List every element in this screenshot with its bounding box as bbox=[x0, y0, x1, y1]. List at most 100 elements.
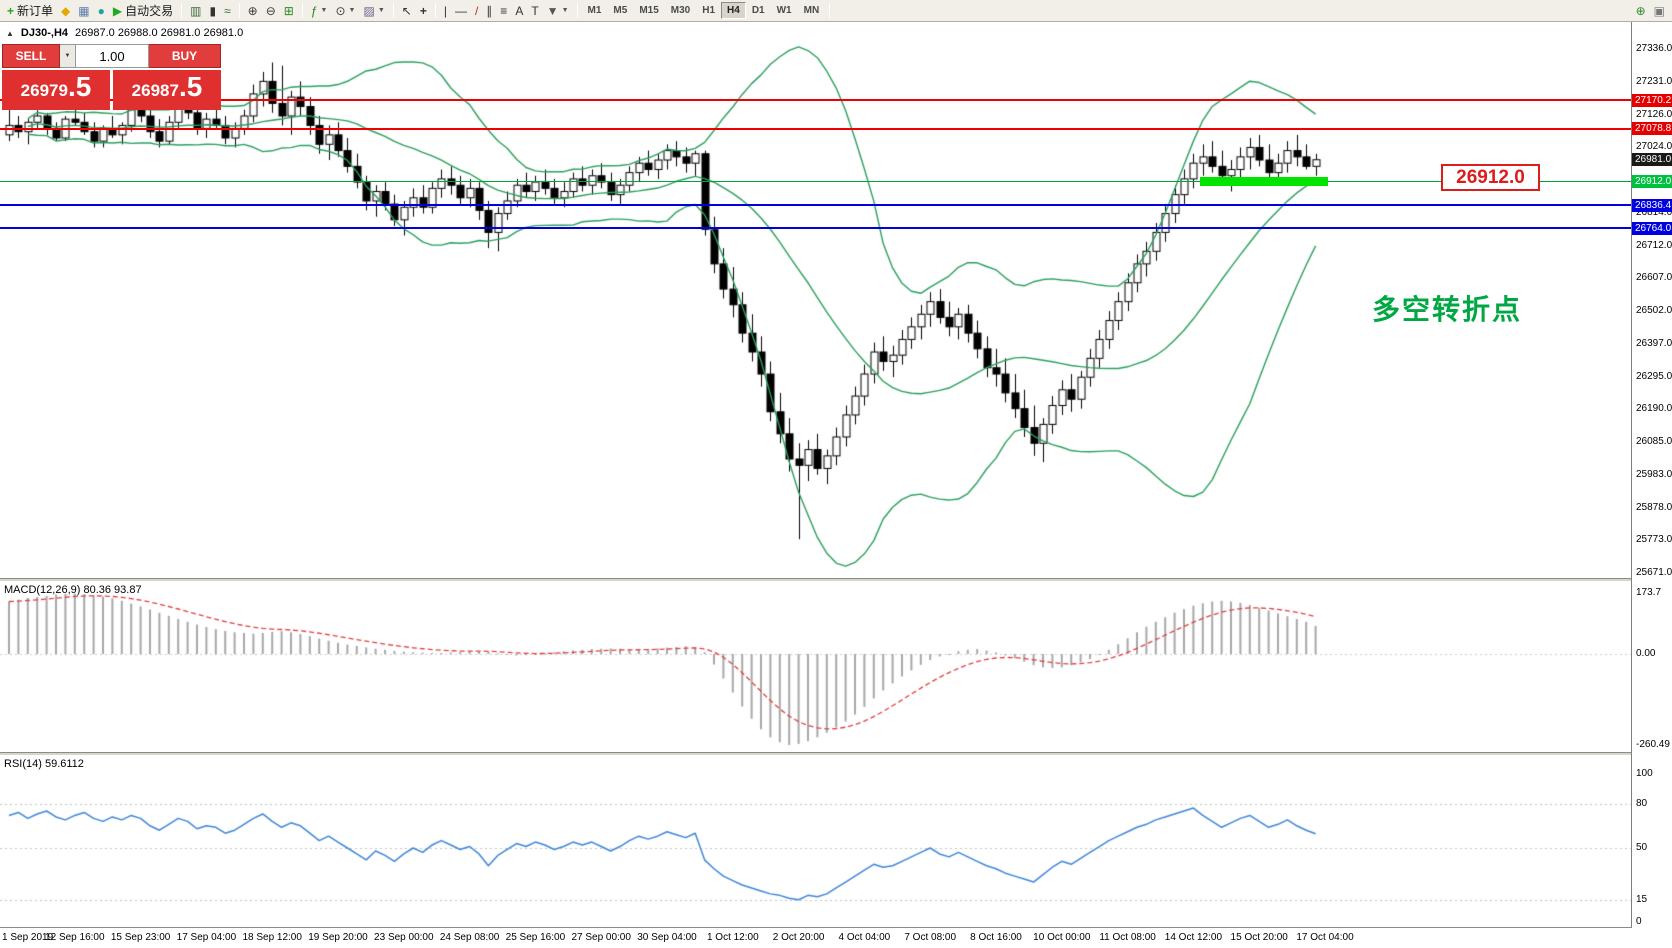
zoom-in-button[interactable]: ⊕ bbox=[244, 1, 262, 20]
toolbar-group-cursor: ↖ + bbox=[398, 0, 431, 21]
shapes-button-dropdown-icon[interactable]: ▼ bbox=[561, 7, 569, 14]
toolbar-separator bbox=[238, 3, 240, 18]
level-highlight-bar[interactable] bbox=[1200, 176, 1328, 186]
time-label: 25 Sep 16:00 bbox=[505, 932, 566, 943]
price-tick: 27231.0 bbox=[1636, 75, 1672, 87]
chart-window-button[interactable]: ▦ bbox=[74, 1, 93, 20]
periods-button-dropdown-icon[interactable]: ▼ bbox=[348, 7, 356, 14]
toolbar-separator bbox=[434, 3, 436, 18]
time-label: 12 Sep 16:00 bbox=[45, 932, 105, 943]
price-tick: 26814.0 bbox=[1636, 206, 1672, 218]
price-tick: 27126.0 bbox=[1636, 108, 1672, 120]
time-label: 17 Oct 04:00 bbox=[1296, 932, 1354, 943]
zoom-out-button[interactable]: ⊖ bbox=[262, 1, 280, 20]
price-tick: 26607.0 bbox=[1636, 272, 1672, 284]
connection-icon: ● bbox=[97, 3, 105, 18]
rsi-scale-tick: 80 bbox=[1636, 797, 1648, 809]
timeframe-m1[interactable]: M1 bbox=[582, 2, 608, 19]
time-label: 4 Oct 04:00 bbox=[838, 932, 891, 943]
new-order-button[interactable]: + 新订单 bbox=[3, 1, 57, 20]
price-tag: 27170.2 bbox=[1632, 93, 1672, 107]
vertical-line-button[interactable]: | bbox=[440, 1, 451, 20]
buy-price-box[interactable]: 26987.5 bbox=[113, 70, 221, 110]
zoom-plus-right-icon: ⊕ bbox=[1635, 3, 1646, 18]
turning-point-annotation[interactable]: 多空转折点 bbox=[1372, 294, 1523, 325]
candlestick-icon: ▮ bbox=[209, 3, 217, 18]
indicators-button[interactable]: ƒ ▼ bbox=[307, 1, 332, 20]
line-chart-button[interactable]: ≈ bbox=[220, 1, 235, 20]
periods-button[interactable]: ⊙ ▼ bbox=[331, 1, 359, 20]
time-axis[interactable]: 1 Sep 2019 12 Sep 16:00 15 Sep 23:00 17 Sep… bbox=[0, 928, 1672, 948]
price-tick: 26085.0 bbox=[1636, 436, 1672, 447]
price-tick: 26190.0 bbox=[1636, 403, 1672, 415]
autotrading-button[interactable]: ▶ 自动交易 bbox=[109, 1, 177, 20]
zoom-plus-right-button[interactable]: ⊕ bbox=[1632, 1, 1650, 20]
macd-canvas[interactable] bbox=[0, 581, 1631, 752]
horizontal-line-icon: — bbox=[454, 3, 467, 18]
one-click-collapse-icon[interactable]: ▲ bbox=[6, 28, 14, 38]
tile-windows-button[interactable]: ⊞ bbox=[280, 1, 298, 20]
price-level-label[interactable]: 26912.0 bbox=[1441, 164, 1540, 192]
label-button[interactable]: T bbox=[527, 1, 542, 20]
sell-price-box[interactable]: 26979.5 bbox=[2, 70, 110, 110]
docking-button[interactable]: ▣ bbox=[1650, 1, 1669, 20]
price-tick: 25773.0 bbox=[1636, 534, 1672, 546]
toolbar-separator bbox=[301, 3, 303, 18]
time-label: 1 Oct 12:00 bbox=[706, 932, 759, 943]
templates-icon: ▨ bbox=[363, 3, 375, 18]
timeframe-mn[interactable]: MN bbox=[798, 2, 826, 19]
main-chart-canvas[interactable] bbox=[0, 22, 1631, 578]
buy-price-frac: .5 bbox=[178, 71, 203, 102]
buy-button[interactable]: BUY bbox=[149, 44, 221, 68]
macd-indicator-label: MACD(12,26,9) 80.36 93.87 bbox=[4, 584, 142, 596]
text-button[interactable]: A bbox=[511, 1, 527, 20]
rsi-scale-tick: 100 bbox=[1636, 768, 1653, 779]
sell-button[interactable]: SELL bbox=[2, 44, 60, 68]
indicators-button-dropdown-icon[interactable]: ▼ bbox=[320, 7, 328, 14]
trade-panel-top-row: SELL ▼ BUY bbox=[2, 44, 221, 68]
time-label: 8 Oct 16:00 bbox=[970, 932, 1022, 943]
time-label: 15 Oct 20:00 bbox=[1230, 932, 1288, 943]
timeframe-m15[interactable]: M15 bbox=[633, 2, 664, 19]
timeframe-d1[interactable]: D1 bbox=[746, 2, 771, 19]
cursor-button[interactable]: ↖ bbox=[398, 1, 416, 20]
templates-button-dropdown-icon[interactable]: ▼ bbox=[377, 7, 385, 14]
time-axis-border bbox=[0, 927, 1672, 928]
toolbar-group-draw: | — / ∥ ≡ A T ▼ ▼ bbox=[440, 0, 573, 21]
candlestick-button[interactable]: ▮ bbox=[205, 1, 220, 20]
time-label: 15 Sep 23:00 bbox=[110, 932, 171, 943]
horizontal-line-button[interactable]: — bbox=[451, 1, 471, 20]
volume-input[interactable] bbox=[76, 44, 149, 68]
pane-separator[interactable] bbox=[0, 578, 1672, 581]
timeframe-h4[interactable]: H4 bbox=[721, 2, 746, 19]
toolbar-group-chart-type: ▥ ▮ ≈ bbox=[186, 0, 235, 21]
price-tick: 25983.0 bbox=[1636, 468, 1672, 480]
pane-separator[interactable] bbox=[0, 752, 1672, 755]
label-icon: T bbox=[531, 3, 539, 18]
fibonacci-button[interactable]: ≡ bbox=[496, 1, 511, 20]
connection-button[interactable]: ● bbox=[94, 1, 109, 20]
trendline-icon: / bbox=[474, 3, 479, 18]
timeframe-w1[interactable]: W1 bbox=[771, 2, 798, 19]
templates-button[interactable]: ▨ ▼ bbox=[359, 1, 388, 20]
cursor-icon: ↖ bbox=[401, 3, 412, 18]
macd-scale-tick: -260.49 bbox=[1636, 739, 1670, 751]
price-axis[interactable]: 27336.027231.027126.027024.026919.026814… bbox=[1631, 22, 1672, 928]
time-label: 19 Sep 20:00 bbox=[308, 932, 368, 943]
channel-button[interactable]: ∥ bbox=[482, 1, 496, 20]
shapes-button[interactable]: ▼ ▼ bbox=[543, 1, 573, 20]
indicators-icon: ƒ bbox=[310, 3, 318, 18]
time-label: 7 Oct 08:00 bbox=[904, 932, 957, 943]
timeframe-h1[interactable]: H1 bbox=[696, 2, 721, 19]
order-options-dropdown[interactable]: ▼ bbox=[60, 44, 76, 68]
bar-chart-button[interactable]: ▥ bbox=[186, 1, 205, 20]
toolbar-group-timeframes: M1 M5 M15 M30 H1 H4 D1 W1 MN bbox=[582, 0, 826, 21]
trendline-button[interactable]: / bbox=[471, 1, 482, 20]
metaeditor-button[interactable]: ◆ bbox=[57, 1, 74, 20]
rsi-scale-tick: 15 bbox=[1636, 893, 1648, 905]
timeframe-m30[interactable]: M30 bbox=[665, 2, 696, 19]
timeframe-m5[interactable]: M5 bbox=[607, 2, 633, 19]
crosshair-button[interactable]: + bbox=[416, 1, 431, 20]
rsi-canvas[interactable] bbox=[0, 755, 1631, 927]
toolbar-group-zoom: ⊕ ⊖ ⊞ bbox=[244, 0, 298, 21]
